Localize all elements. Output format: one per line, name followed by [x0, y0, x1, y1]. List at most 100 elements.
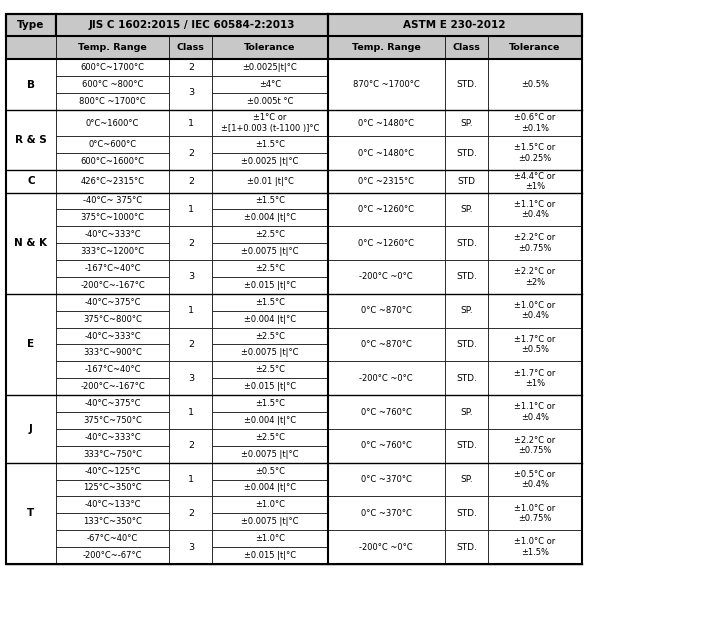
Text: STD: STD [458, 177, 475, 186]
Bar [445, 110, 488, 136]
Bar [169, 136, 212, 170]
Bar [56, 93, 169, 110]
Text: 133°C~350°C: 133°C~350°C [84, 517, 142, 526]
Text: 2: 2 [188, 177, 194, 186]
Text: 800°C ~1700°C: 800°C ~1700°C [79, 97, 146, 106]
Bar [212, 193, 328, 209]
Text: 0°C ~760°C: 0°C ~760°C [361, 408, 412, 416]
Bar [56, 153, 169, 170]
Text: Class: Class [177, 43, 204, 52]
Bar [445, 496, 488, 530]
Bar [488, 136, 582, 170]
Bar [328, 362, 445, 395]
Text: ±0.015 |t|°C: ±0.015 |t|°C [244, 551, 296, 560]
Bar [328, 395, 445, 429]
Bar [56, 14, 328, 36]
Text: Class: Class [453, 43, 480, 52]
Text: ±1.7°C or
±1%: ±1.7°C or ±1% [514, 369, 556, 388]
Bar [56, 209, 169, 226]
Text: STD.: STD. [456, 542, 477, 552]
Bar [56, 378, 169, 395]
Text: 0°C ~870°C: 0°C ~870°C [361, 340, 412, 349]
Text: -200°C~-167°C: -200°C~-167°C [81, 281, 145, 290]
Text: ±0.01 |t|°C: ±0.01 |t|°C [246, 177, 294, 186]
Text: -200°C~-67°C: -200°C~-67°C [83, 551, 143, 560]
Bar [169, 193, 212, 226]
Text: -167°C~40°C: -167°C~40°C [84, 264, 141, 273]
Text: -40°C~125°C: -40°C~125°C [84, 467, 141, 476]
Bar [56, 395, 169, 412]
Bar [56, 36, 169, 59]
Text: ±2.2°C or
±2%: ±2.2°C or ±2% [514, 267, 556, 287]
Text: 0°C ~2315°C: 0°C ~2315°C [359, 177, 414, 186]
Text: 3: 3 [188, 88, 194, 98]
Bar [212, 362, 328, 378]
Bar [6, 14, 582, 564]
Bar [212, 378, 328, 395]
Bar [56, 345, 169, 362]
Text: ±0.6°C or
±0.1%: ±0.6°C or ±0.1% [514, 113, 556, 133]
Bar [6, 110, 56, 170]
Text: SP.: SP. [460, 475, 473, 484]
Text: ±0.004 |t|°C: ±0.004 |t|°C [244, 416, 296, 425]
Text: STD.: STD. [456, 80, 477, 89]
Bar [212, 136, 328, 153]
Bar [56, 328, 169, 345]
Text: 0°C ~1260°C: 0°C ~1260°C [359, 239, 414, 248]
Bar [212, 429, 328, 446]
Text: B: B [27, 79, 35, 89]
Bar [328, 462, 445, 496]
Text: ±2.5°C: ±2.5°C [255, 365, 285, 374]
Bar [56, 446, 169, 462]
Text: -40°C~ 375°C: -40°C~ 375°C [83, 197, 143, 205]
Bar [212, 479, 328, 496]
Bar [328, 260, 445, 294]
Text: -167°C~40°C: -167°C~40°C [84, 365, 141, 374]
Bar [169, 362, 212, 395]
Bar [212, 59, 328, 76]
Bar [56, 170, 169, 193]
Bar [445, 193, 488, 226]
Text: 375°C~1000°C: 375°C~1000°C [81, 214, 145, 222]
Bar [212, 395, 328, 412]
Bar [445, 362, 488, 395]
Text: 0°C ~1480°C: 0°C ~1480°C [359, 149, 414, 158]
Bar [488, 496, 582, 530]
Bar [328, 110, 445, 136]
Bar [488, 530, 582, 564]
Text: 333°C~1200°C: 333°C~1200°C [81, 247, 145, 256]
Bar [488, 362, 582, 395]
Bar [445, 395, 488, 429]
Bar [488, 170, 582, 193]
Text: -40°C~333°C: -40°C~333°C [84, 331, 141, 341]
Text: ±1.5°C: ±1.5°C [255, 197, 285, 205]
Bar [56, 496, 169, 513]
Text: -40°C~375°C: -40°C~375°C [84, 298, 141, 307]
Text: SP.: SP. [460, 118, 473, 127]
Text: T: T [27, 508, 35, 518]
Text: E: E [27, 340, 35, 350]
Text: Temp. Range: Temp. Range [352, 43, 420, 52]
Bar [212, 446, 328, 462]
Bar [169, 462, 212, 496]
Bar [56, 260, 169, 277]
Bar [328, 429, 445, 462]
Bar [328, 294, 445, 328]
Text: ±2.5°C: ±2.5°C [255, 331, 285, 341]
Bar [488, 59, 582, 110]
Text: SP.: SP. [460, 205, 473, 214]
Text: ±0.005t °C: ±0.005t °C [247, 97, 293, 106]
Text: -40°C~375°C: -40°C~375°C [84, 399, 141, 408]
Text: ±2.5°C: ±2.5°C [255, 264, 285, 273]
Text: Tolerance: Tolerance [244, 43, 296, 52]
Bar [56, 462, 169, 479]
Text: ±4°C: ±4°C [259, 80, 281, 89]
Bar [169, 395, 212, 429]
Bar [212, 513, 328, 530]
Text: 1: 1 [188, 306, 194, 315]
Text: -200°C~-167°C: -200°C~-167°C [81, 382, 145, 391]
Bar [212, 277, 328, 294]
Text: ±1.5°C: ±1.5°C [255, 298, 285, 307]
Text: SP.: SP. [460, 306, 473, 315]
Text: 0°C ~870°C: 0°C ~870°C [361, 306, 412, 315]
